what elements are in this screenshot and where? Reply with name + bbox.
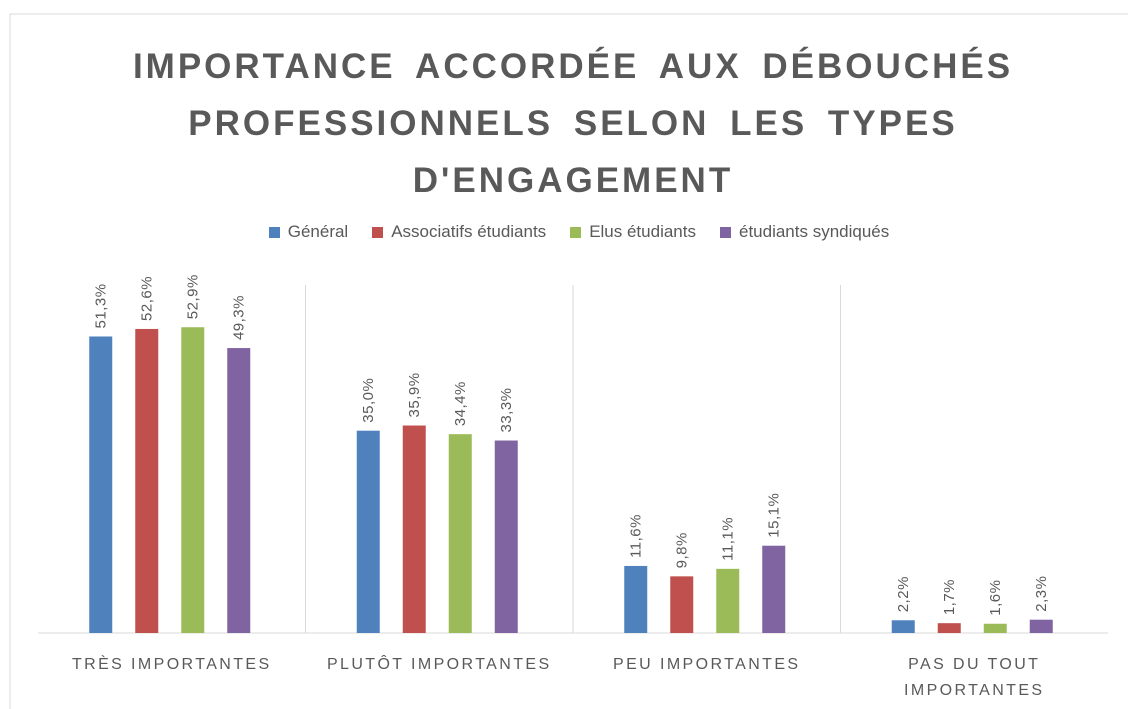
chart-border bbox=[9, 13, 1128, 709]
bar bbox=[89, 336, 113, 633]
legend-label: Général bbox=[287, 222, 349, 241]
legend-swatch bbox=[268, 226, 280, 238]
bar bbox=[181, 327, 205, 633]
legend-label: Elus étudiants bbox=[589, 222, 696, 241]
value-label: 11,1% bbox=[720, 517, 737, 561]
bar bbox=[402, 425, 426, 633]
legend-item: étudiants syndiqués bbox=[719, 222, 890, 242]
value-label: 34,4% bbox=[452, 381, 469, 426]
value-label: 52,9% bbox=[185, 274, 202, 319]
value-label: 9,8% bbox=[674, 532, 691, 568]
bar bbox=[494, 440, 518, 633]
value-label: 49,3% bbox=[231, 295, 248, 340]
legend: Général Associatifs étudiants Elus étudian… bbox=[0, 222, 1128, 242]
bar bbox=[762, 545, 786, 633]
bar bbox=[1029, 619, 1053, 633]
bar bbox=[670, 576, 694, 633]
value-label: 15,1% bbox=[766, 493, 783, 538]
value-label: 51,3% bbox=[93, 283, 110, 328]
value-label: 1,6% bbox=[987, 580, 1004, 616]
bar bbox=[891, 620, 915, 633]
value-label: 2,2% bbox=[895, 576, 912, 612]
bar bbox=[227, 348, 251, 633]
bar bbox=[356, 430, 380, 633]
bar bbox=[716, 568, 740, 633]
legend-label: étudiants syndiqués bbox=[738, 222, 890, 241]
legend-swatch bbox=[570, 226, 582, 238]
legend-label: Associatifs étudiants bbox=[391, 222, 547, 241]
legend-item: Général bbox=[268, 222, 349, 242]
x-tick-label: PAS DU TOUT IMPORTANTES bbox=[904, 656, 1045, 699]
legend-item: Elus étudiants bbox=[570, 222, 696, 242]
value-label: 35,9% bbox=[406, 372, 423, 417]
x-tick-label: PEU IMPORTANTES bbox=[613, 656, 801, 673]
legend-item: Associatifs étudiants bbox=[372, 222, 546, 242]
value-label: 2,3% bbox=[1033, 576, 1050, 612]
value-label: 11,6% bbox=[628, 514, 645, 558]
legend-swatch bbox=[372, 226, 384, 238]
legend-swatch bbox=[719, 226, 731, 238]
x-tick-label: PLUTÔT IMPORTANTES bbox=[326, 656, 552, 673]
value-label: 35,0% bbox=[360, 378, 377, 423]
value-label: 52,6% bbox=[139, 276, 156, 321]
value-label: 1,7% bbox=[941, 579, 958, 615]
bar bbox=[624, 565, 648, 633]
bar bbox=[448, 434, 472, 633]
bar bbox=[983, 623, 1007, 633]
x-tick-label: TRÈS IMPORTANTES bbox=[71, 656, 272, 673]
bar bbox=[937, 623, 961, 633]
bar bbox=[135, 328, 159, 633]
value-label: 33,3% bbox=[498, 387, 515, 432]
chart-title: IMPORTANCE ACCORDÉE AUX DÉBOUCHÉS PROFES… bbox=[132, 47, 1014, 200]
